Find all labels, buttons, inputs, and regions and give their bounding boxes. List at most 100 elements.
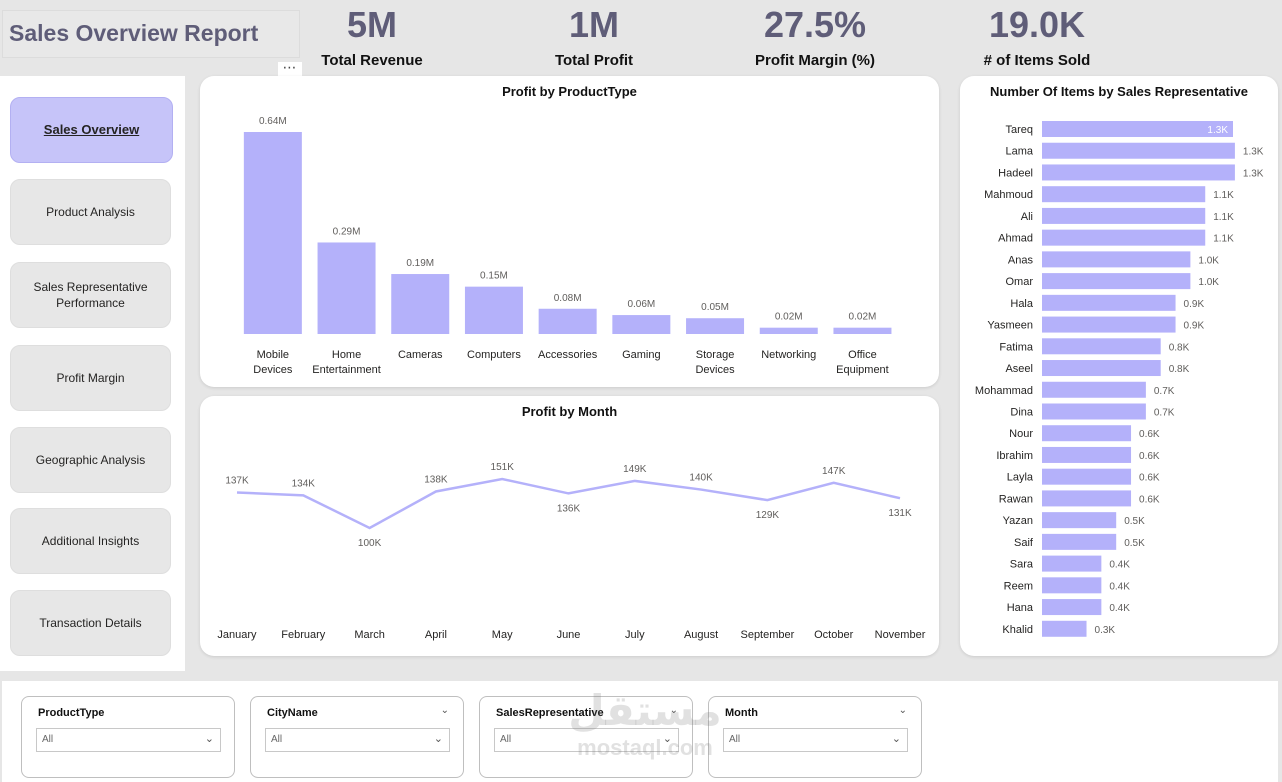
chevron-down-icon[interactable]: ⌄ <box>440 705 449 716</box>
bar-ibrahim <box>1042 446 1132 463</box>
bar-hana <box>1042 599 1102 616</box>
slicer-title: Month <box>725 707 758 719</box>
data-label: 0.5K <box>1124 516 1145 527</box>
month-label: August <box>684 629 718 641</box>
bar-saif <box>1042 533 1117 550</box>
kpi-label: # of Items Sold <box>983 52 1091 69</box>
data-label: 0.7K <box>1154 407 1175 418</box>
data-label: 136K <box>557 503 581 514</box>
slicer-month[interactable]: Month ⌄ All ⌄ <box>708 696 922 778</box>
data-label: 0.3K <box>1095 625 1116 636</box>
rep-name-label: Aseel <box>1005 363 1033 375</box>
profit-by-month-card: Profit by Month 137K January 134K February 1… <box>200 396 939 656</box>
slicer-cityname[interactable]: CityName ⌄ All ⌄ <box>250 696 464 778</box>
data-label: 100K <box>358 538 382 549</box>
month-label: February <box>281 629 326 641</box>
nav-sales-representative-performance[interactable]: Sales Representative Performance <box>10 262 171 328</box>
slicer-salesrepresentative[interactable]: SalesRepresentative ⌄ All ⌄ <box>479 696 693 778</box>
bar-nour <box>1042 425 1132 442</box>
rep-name-label: Hana <box>1007 602 1034 614</box>
chart-title: Profit by Month <box>521 404 618 419</box>
slicer-title: SalesRepresentative <box>496 707 604 719</box>
nav-product-analysis[interactable]: Product Analysis <box>10 179 171 245</box>
nav-sales-overview[interactable]: Sales Overview <box>10 97 173 163</box>
data-label: 0.7K <box>1154 386 1175 397</box>
data-label: 0.6K <box>1139 429 1160 440</box>
month-label: July <box>625 629 645 641</box>
rep-name-label: Layla <box>1007 472 1034 484</box>
month-label: April <box>425 629 447 641</box>
month-dropdown[interactable]: All ⌄ <box>723 728 908 752</box>
data-label: 147K <box>822 466 846 477</box>
kpi-value: 5M <box>346 4 397 45</box>
data-label: 0.9K <box>1184 321 1205 332</box>
category-label: Storage <box>696 349 735 361</box>
bar-aseel <box>1042 360 1161 377</box>
kpi-total-revenue: 5M Total Revenue <box>277 4 467 72</box>
items-by-sales-rep-card: Number Of Items by Sales Representative … <box>960 76 1278 656</box>
items-by-sales-rep-chart: Tareq 1.3K Lama 1.3K Hadeel 1.3K Mahmoud 1.1K Al… <box>975 121 1264 637</box>
category-label: Home <box>332 349 361 361</box>
rep-name-label: Nour <box>1009 428 1033 440</box>
bar-networking <box>759 327 818 334</box>
rep-name-label: Khalid <box>1002 624 1033 636</box>
kpi-value: 27.5% <box>763 4 867 45</box>
month-label: March <box>354 629 385 641</box>
bar-home-entertainment <box>317 242 376 334</box>
kpi-value: 19.0K <box>988 4 1086 45</box>
chevron-down-icon: ⌄ <box>662 733 672 745</box>
cityname-dropdown[interactable]: All ⌄ <box>265 728 450 752</box>
category-label: Computers <box>467 349 521 361</box>
bar-fatima <box>1042 338 1161 355</box>
nav-profit-margin[interactable]: Profit Margin <box>10 345 171 411</box>
data-label: 0.4K <box>1109 581 1130 592</box>
report-title-box: Sales Overview Report <box>2 10 300 58</box>
data-label: 0.8K <box>1169 364 1190 375</box>
kpi-label: Profit Margin (%) <box>755 52 875 69</box>
profit-line <box>236 477 901 530</box>
data-label: 0.02M <box>775 312 803 323</box>
bar-hala <box>1042 294 1176 311</box>
data-label: 151K <box>491 462 515 473</box>
data-label: 131K <box>888 508 912 519</box>
salesrepresentative-dropdown[interactable]: All ⌄ <box>494 728 679 752</box>
data-label: 1.3K <box>1243 168 1264 179</box>
nav-transaction-details[interactable]: Transaction Details <box>10 590 171 656</box>
chevron-down-icon[interactable]: ⌄ <box>898 705 907 716</box>
bar-khalid <box>1042 620 1087 637</box>
rep-name-label: Mohammad <box>975 385 1033 397</box>
rep-name-label: Ibrahim <box>996 450 1033 462</box>
data-label: 0.64M <box>259 116 287 127</box>
bar-tareq <box>1042 121 1233 137</box>
nav-geographic-analysis[interactable]: Geographic Analysis <box>10 427 171 493</box>
bar-office-equipment <box>833 327 892 334</box>
data-label: 0.4K <box>1109 603 1130 614</box>
category-label: Gaming <box>622 349 661 361</box>
rep-name-label: Yasmeen <box>987 320 1033 332</box>
nav-additional-insights[interactable]: Additional Insights <box>10 508 171 574</box>
slicer-producttype[interactable]: ProductType All ⌄ <box>21 696 235 778</box>
kpi-value: 1M <box>568 4 619 45</box>
bar-anas <box>1042 251 1191 268</box>
data-label: 0.6K <box>1139 473 1160 484</box>
bar-sara <box>1042 555 1102 572</box>
bar-reem <box>1042 577 1102 594</box>
rep-name-label: Reem <box>1004 580 1033 592</box>
chevron-down-icon[interactable]: ⌄ <box>669 705 678 716</box>
data-label: 0.02M <box>849 312 877 323</box>
data-label: 0.9K <box>1184 299 1205 310</box>
producttype-dropdown[interactable]: All ⌄ <box>36 728 221 752</box>
profit-by-producttype-chart: 0.64M Mobile Devices 0.29M Home Entertainment… <box>243 116 892 376</box>
category-label: Office <box>848 349 877 361</box>
bar-lama <box>1042 142 1235 159</box>
rep-name-label: Lama <box>1005 146 1033 158</box>
category-label: Cameras <box>398 349 443 361</box>
data-label: 0.6K <box>1139 451 1160 462</box>
bar-storage-devices <box>686 318 745 334</box>
data-label: 0.19M <box>406 258 434 269</box>
more-options-icon[interactable]: ⋯ <box>278 60 302 78</box>
kpi-items-sold: 19.0K # of Items Sold <box>942 4 1132 72</box>
kpi-label: Total Profit <box>554 52 634 69</box>
data-label: 0.6K <box>1139 494 1160 505</box>
data-label: 138K <box>424 474 448 485</box>
